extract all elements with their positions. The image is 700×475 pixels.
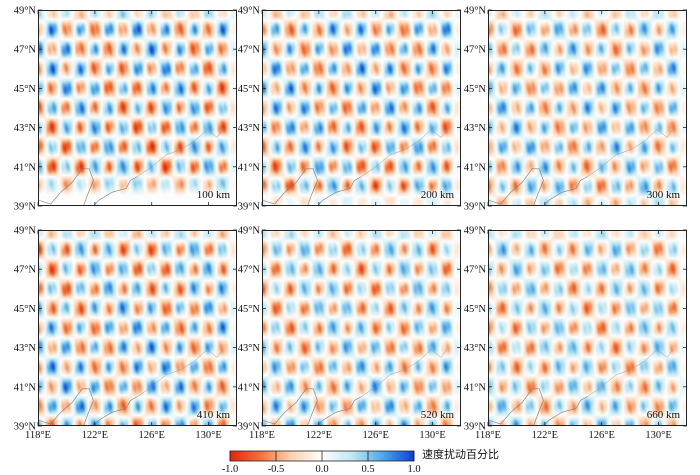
velocity-perturbation-field: [262, 10, 461, 206]
lat-tick-label: 47°N: [238, 265, 261, 276]
map-panel-300-km: 300 km: [487, 9, 687, 207]
coastline: [488, 168, 544, 206]
lat-tick-label: 45°N: [238, 304, 261, 315]
lon-tick-label: 130°E: [645, 430, 671, 441]
lat-tick-label: 41°N: [14, 162, 37, 173]
lat-tick-label: 49°N: [238, 226, 261, 237]
panel-frame: [262, 230, 461, 426]
velocity-perturbation-field: [488, 230, 687, 426]
depth-label: 200 km: [421, 189, 455, 201]
colorbar-tick-label: 0.0: [315, 464, 328, 475]
map-panel-660-km: 660 km: [487, 229, 687, 427]
panel-frame: [488, 10, 687, 206]
panel-frame: [262, 10, 461, 206]
lat-tick-label: 39°N: [464, 422, 487, 433]
lat-tick-label: 47°N: [464, 45, 487, 56]
lon-tick-label: 130°E: [419, 430, 445, 441]
coastline: [317, 396, 362, 426]
lon-tick-label: 126°E: [139, 430, 165, 441]
velocity-perturbation-field: [262, 230, 461, 426]
panel-frame: [38, 10, 237, 206]
panel-frame: [38, 230, 237, 426]
velocity-perturbation-field: [488, 10, 687, 206]
lat-tick-label: 41°N: [464, 162, 487, 173]
colorbar-tick-label: 1.0: [407, 464, 420, 475]
coastline: [543, 396, 588, 426]
lat-tick-label: 43°N: [238, 123, 261, 134]
coastline: [317, 176, 362, 206]
lat-tick-label: 47°N: [14, 265, 37, 276]
map-panel-410-km: 410 km: [37, 229, 237, 427]
lat-tick-label: 45°N: [14, 84, 37, 95]
coastline: [93, 176, 138, 206]
map-panel-520-km: 520 km: [261, 229, 461, 427]
national-border: [361, 129, 448, 177]
lat-tick-label: 43°N: [14, 123, 37, 134]
lat-tick-label: 49°N: [238, 6, 261, 17]
lat-tick-label: 39°N: [464, 202, 487, 213]
national-border: [137, 129, 224, 177]
depth-label: 100 km: [197, 189, 231, 201]
lat-tick-label: 45°N: [238, 84, 261, 95]
lon-tick-label: 118°E: [25, 430, 51, 441]
lat-tick-label: 45°N: [464, 304, 487, 315]
coastline: [93, 396, 138, 426]
panel-frame: [488, 230, 687, 426]
lat-tick-label: 49°N: [464, 6, 487, 17]
colorbar-title: 速度扰动百分比: [422, 447, 499, 461]
lat-tick-label: 49°N: [464, 226, 487, 237]
colorbar-tick-label: 0.5: [361, 464, 374, 475]
map-panel-100-km: 100 km: [37, 9, 237, 207]
lon-tick-label: 122°E: [306, 430, 332, 441]
coastline: [488, 388, 544, 426]
lat-tick-label: 41°N: [238, 382, 261, 393]
lat-tick-label: 41°N: [14, 382, 37, 393]
coastline: [262, 168, 318, 206]
national-border: [587, 129, 674, 177]
lat-tick-label: 47°N: [464, 265, 487, 276]
lat-tick-label: 47°N: [14, 45, 37, 56]
colorbar-tick-label: -0.5: [268, 464, 285, 475]
coastline: [38, 388, 94, 426]
coastline: [262, 388, 318, 426]
lon-tick-label: 130°E: [195, 430, 221, 441]
lat-tick-label: 43°N: [14, 343, 37, 354]
depth-label: 410 km: [197, 409, 231, 421]
depth-label: 520 km: [421, 409, 455, 421]
coastline: [38, 168, 94, 206]
lat-tick-label: 49°N: [14, 226, 37, 237]
lon-tick-label: 126°E: [363, 430, 389, 441]
velocity-perturbation-field: [38, 10, 237, 206]
lon-tick-label: 118°E: [475, 430, 501, 441]
velocity-perturbation-field: [38, 230, 237, 426]
lat-tick-label: 47°N: [238, 45, 261, 56]
depth-label: 300 km: [647, 189, 681, 201]
colorbar-tick-label: -1.0: [222, 464, 239, 475]
lat-tick-label: 41°N: [464, 382, 487, 393]
national-border: [137, 349, 224, 397]
lat-tick-label: 39°N: [14, 202, 37, 213]
coastline: [543, 176, 588, 206]
lat-tick-label: 39°N: [238, 422, 261, 433]
lat-tick-label: 39°N: [238, 202, 261, 213]
lon-tick-label: 122°E: [82, 430, 108, 441]
lat-tick-label: 43°N: [464, 343, 487, 354]
lat-tick-label: 45°N: [14, 304, 37, 315]
lat-tick-label: 39°N: [14, 422, 37, 433]
lat-tick-label: 43°N: [464, 123, 487, 134]
lat-tick-label: 41°N: [238, 162, 261, 173]
lat-tick-label: 49°N: [14, 6, 37, 17]
lat-tick-label: 43°N: [238, 343, 261, 354]
national-border: [361, 349, 448, 397]
map-panel-200-km: 200 km: [261, 9, 461, 207]
lon-tick-label: 118°E: [249, 430, 275, 441]
lat-tick-label: 45°N: [464, 84, 487, 95]
depth-label: 660 km: [647, 409, 681, 421]
national-border: [587, 349, 674, 397]
lon-tick-label: 122°E: [532, 430, 558, 441]
lon-tick-label: 126°E: [589, 430, 615, 441]
